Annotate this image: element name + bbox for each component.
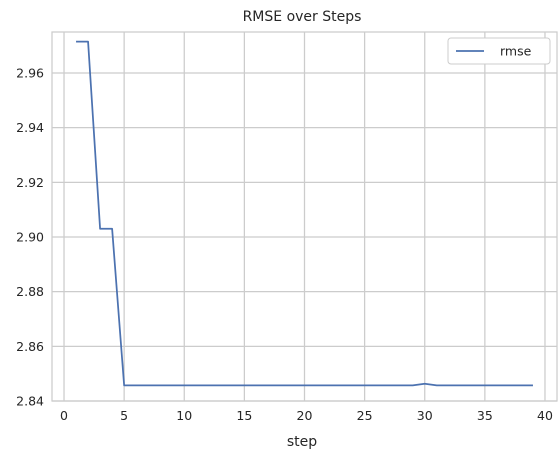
plot-area: [51, 31, 558, 402]
y-axis-ticks: 2.84 2.86 2.88 2.90 2.92 2.94 2.96: [16, 66, 44, 409]
x-tick-label: 35: [477, 408, 493, 423]
x-tick-label: 15: [236, 408, 252, 423]
x-tick-label: 5: [120, 408, 128, 423]
y-tick-label: 2.86: [16, 339, 44, 354]
x-axis-label: step: [287, 434, 317, 450]
grid-lines: [52, 32, 557, 402]
x-tick-label: 25: [357, 408, 373, 423]
y-tick-label: 2.84: [16, 394, 44, 409]
y-tick-label: 2.90: [16, 230, 44, 245]
x-axis-ticks: 0 5 10 15 20 25 30 35 40: [60, 408, 553, 423]
chart-title: RMSE over Steps: [243, 9, 362, 25]
y-tick-label: 2.92: [16, 175, 44, 190]
y-tick-label: 2.96: [16, 66, 44, 81]
legend-label-rmse: rmse: [500, 44, 532, 59]
x-tick-label: 30: [417, 408, 433, 423]
series-line-rmse: [76, 40, 533, 387]
x-tick-label: 10: [176, 408, 192, 423]
legend-box: [447, 37, 551, 65]
legend: rmse: [447, 37, 551, 65]
y-tick-label: 2.94: [16, 120, 44, 135]
x-tick-label: 20: [297, 408, 313, 423]
y-tick-label: 2.88: [16, 284, 44, 299]
x-tick-label: 40: [537, 408, 553, 423]
series-layer: [76, 40, 533, 387]
x-tick-label: 0: [60, 408, 68, 423]
